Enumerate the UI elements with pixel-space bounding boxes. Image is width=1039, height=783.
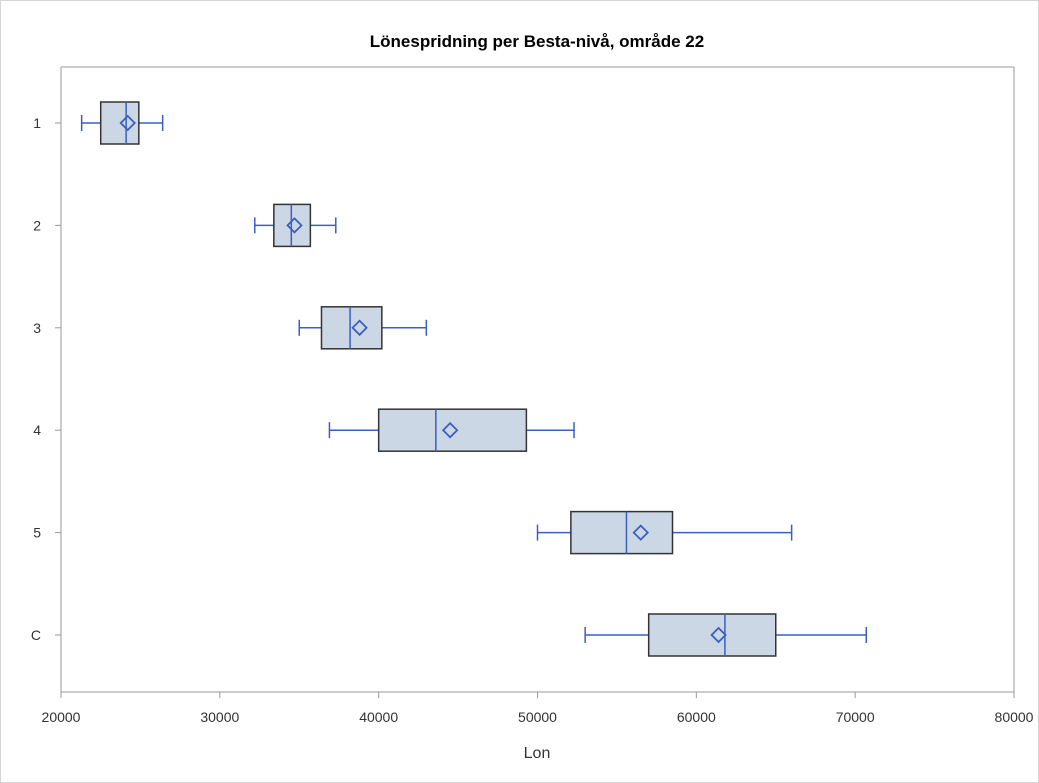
iqr-box xyxy=(273,203,312,248)
x-tick-label: 80000 xyxy=(995,709,1034,725)
x-tick-label: 30000 xyxy=(200,709,239,725)
mean-marker xyxy=(119,114,136,132)
y-tick-label: 3 xyxy=(33,320,41,336)
box-group-4 xyxy=(328,408,575,452)
boxes xyxy=(80,101,868,657)
box-group-2 xyxy=(254,203,337,248)
chart-title: Lönespridning per Besta-nivå, område 22 xyxy=(370,32,704,51)
y-tick-label: 2 xyxy=(33,217,41,233)
x-tick-label: 20000 xyxy=(42,709,81,725)
y-tick-label: 1 xyxy=(33,115,41,131)
x-tick-label: 40000 xyxy=(359,709,398,725)
iqr-box xyxy=(570,510,674,555)
y-tick-label: 5 xyxy=(33,525,41,541)
mean-marker xyxy=(632,524,650,541)
y-tick-label: C xyxy=(31,627,41,643)
mean-marker xyxy=(441,421,459,439)
x-axis-label: Lon xyxy=(524,745,551,762)
y-tick-label: 4 xyxy=(33,422,41,438)
mean-marker xyxy=(351,319,368,337)
x-tick-label: 50000 xyxy=(518,709,557,725)
box-group-5 xyxy=(536,510,793,555)
plot-area xyxy=(61,67,1014,692)
x-tick-label: 70000 xyxy=(836,709,875,725)
box-group-3 xyxy=(298,306,428,350)
iqr-box xyxy=(377,408,528,452)
box-group-1 xyxy=(80,101,164,145)
axes: 20000 30000 40000 50000 60000 70000 80000 1 2 3 4 5… xyxy=(31,66,1034,725)
x-tick-label: 60000 xyxy=(677,709,716,725)
box-group-C xyxy=(584,613,868,657)
iqr-box xyxy=(99,101,140,145)
mean-marker xyxy=(286,217,303,234)
mean-marker xyxy=(710,626,727,644)
